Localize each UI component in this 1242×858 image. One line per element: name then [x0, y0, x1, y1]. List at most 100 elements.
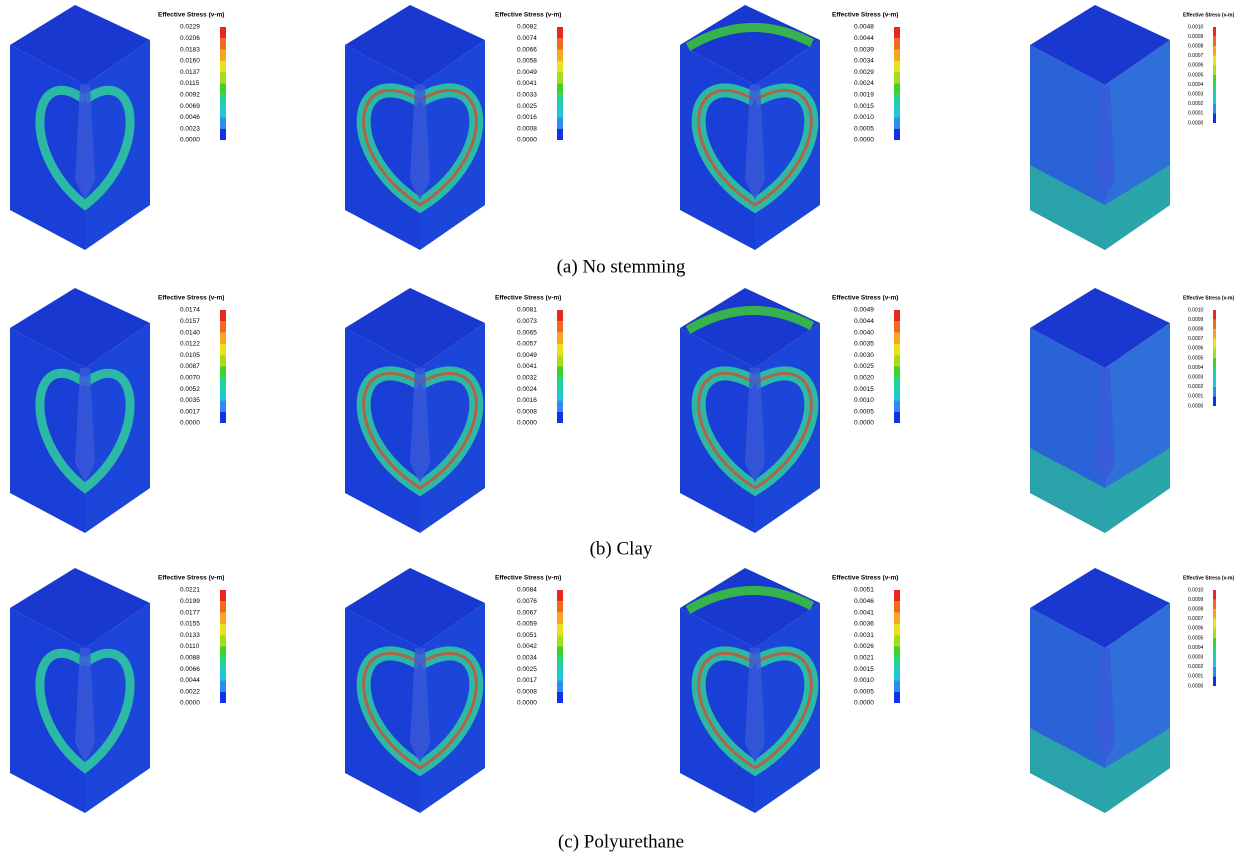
colorbar-segment — [1213, 27, 1216, 37]
colorbar-label: 0.0034 — [517, 655, 537, 662]
colorbar-segment — [894, 129, 900, 140]
panel: Effective Stress (v-m)0.00840.00760.0067… — [345, 568, 563, 813]
colorbar-label: 0.0010 — [1188, 307, 1204, 313]
colorbar-label: 0.0001 — [1188, 394, 1204, 400]
colorbar-segment — [894, 680, 900, 691]
colorbar-segment — [894, 624, 900, 635]
colorbar-segment — [220, 355, 226, 366]
colorbar-label: 0.0006 — [1188, 626, 1204, 632]
colorbar-label: 0.0010 — [1188, 24, 1204, 30]
colorbar-label: 0.0016 — [517, 397, 537, 404]
colorbar-segment — [220, 367, 226, 378]
panel: Effective Stress (v-m)0.02210.01990.0177… — [10, 568, 226, 813]
colorbar-label: 0.0002 — [1188, 101, 1204, 107]
colorbar-segment — [220, 389, 226, 400]
colorbar-title: Effective Stress (v-m) — [1183, 295, 1234, 301]
colorbar-label: 0.0005 — [854, 125, 874, 132]
colorbar-label: 0.0046 — [854, 598, 874, 605]
colorbar-label: 0.0009 — [1188, 597, 1204, 603]
colorbar-segment — [557, 692, 563, 703]
colorbar-label: 0.0008 — [517, 408, 537, 415]
colorbar-segment — [1213, 104, 1216, 114]
colorbar-segment — [1213, 387, 1216, 397]
colorbar-segment — [557, 344, 563, 355]
colorbar-label: 0.0051 — [517, 632, 537, 639]
colorbar-segment — [220, 658, 226, 669]
colorbar-segment — [1213, 657, 1216, 667]
colorbar-segment — [220, 72, 226, 83]
colorbar-label: 0.0017 — [517, 677, 537, 684]
colorbar-title: Effective Stress (v-m) — [495, 12, 561, 19]
colorbar-label: 0.0092 — [180, 92, 200, 99]
colorbar-label: 0.0000 — [517, 420, 537, 427]
colorbar-label: 0.0058 — [517, 58, 537, 65]
colorbar-segment — [1213, 590, 1216, 600]
colorbar-label: 0.0183 — [180, 46, 200, 53]
colorbar-label: 0.0024 — [517, 386, 537, 393]
panel: Effective Stress (v-m)0.00100.00090.0008… — [1030, 5, 1234, 250]
panel: Effective Stress (v-m)0.00100.00090.0008… — [1030, 288, 1234, 533]
colorbar-label: 0.0044 — [180, 677, 200, 684]
colorbar-segment — [220, 310, 226, 321]
colorbar-segment — [894, 321, 900, 332]
colorbar-label: 0.0039 — [854, 46, 874, 53]
colorbar-segment — [557, 95, 563, 106]
colorbar-segment — [557, 38, 563, 49]
colorbar-segment — [1213, 638, 1216, 648]
colorbar-segment — [1213, 368, 1216, 378]
colorbar-segment — [557, 129, 563, 140]
colorbar-segment — [557, 613, 563, 624]
colorbar-label: 0.0015 — [854, 666, 874, 673]
colorbar-label: 0.0000 — [517, 700, 537, 707]
colorbar-segment — [557, 61, 563, 72]
colorbar-segment — [557, 635, 563, 646]
colorbar-segment — [1213, 619, 1216, 629]
colorbar-label: 0.0052 — [180, 386, 200, 393]
colorbar-label: 0.0025 — [517, 103, 537, 110]
colorbar-segment — [894, 84, 900, 95]
colorbar-segment — [894, 658, 900, 669]
colorbar-label: 0.0066 — [517, 46, 537, 53]
panel: Effective Stress (v-m)0.01740.01570.0140… — [10, 288, 226, 533]
colorbar-segment — [894, 27, 900, 38]
colorbar-label: 0.0004 — [1188, 365, 1204, 371]
colorbar-label: 0.0022 — [180, 688, 200, 695]
colorbar-segment — [894, 635, 900, 646]
colorbar-segment — [220, 590, 226, 601]
colorbar-label: 0.0199 — [180, 598, 200, 605]
colorbar-segment — [220, 84, 226, 95]
colorbar-segment — [220, 601, 226, 612]
colorbar-segment — [894, 355, 900, 366]
colorbar-title: Effective Stress (v-m) — [1183, 575, 1234, 581]
colorbar-segment — [557, 117, 563, 128]
colorbar-title: Effective Stress (v-m) — [495, 295, 561, 302]
colorbar-segment — [557, 601, 563, 612]
colorbar-segment — [1213, 310, 1216, 320]
colorbar-title: Effective Stress (v-m) — [832, 295, 898, 302]
colorbar-label: 0.0023 — [180, 125, 200, 132]
colorbar-label: 0.0000 — [1188, 403, 1204, 409]
colorbar-label: 0.0048 — [854, 24, 874, 31]
colorbar-label: 0.0015 — [854, 386, 874, 393]
colorbar-label: 0.0024 — [854, 80, 874, 87]
figure: (a) No stemmingEffective Stress (v-m)0.0… — [0, 0, 1242, 858]
colorbar-label: 0.0229 — [180, 24, 200, 31]
colorbar-label: 0.0008 — [517, 125, 537, 132]
colorbar-label: 0.0049 — [517, 352, 537, 359]
colorbar-segment — [220, 333, 226, 344]
colorbar-segment — [220, 624, 226, 635]
colorbar-label: 0.0066 — [180, 666, 200, 673]
colorbar-segment — [1213, 46, 1216, 56]
colorbar-label: 0.0002 — [1188, 664, 1204, 670]
colorbar-segment — [220, 635, 226, 646]
colorbar-label: 0.0069 — [180, 103, 200, 110]
colorbar-label: 0.0008 — [1188, 607, 1204, 613]
colorbar-segment — [894, 412, 900, 423]
colorbar-segment — [1213, 94, 1216, 104]
colorbar-segment — [894, 601, 900, 612]
colorbar-label: 0.0122 — [180, 341, 200, 348]
colorbar-label: 0.0000 — [180, 700, 200, 707]
colorbar-label: 0.0000 — [854, 137, 874, 144]
colorbar-label: 0.0051 — [854, 587, 874, 594]
colorbar-label: 0.0025 — [517, 666, 537, 673]
